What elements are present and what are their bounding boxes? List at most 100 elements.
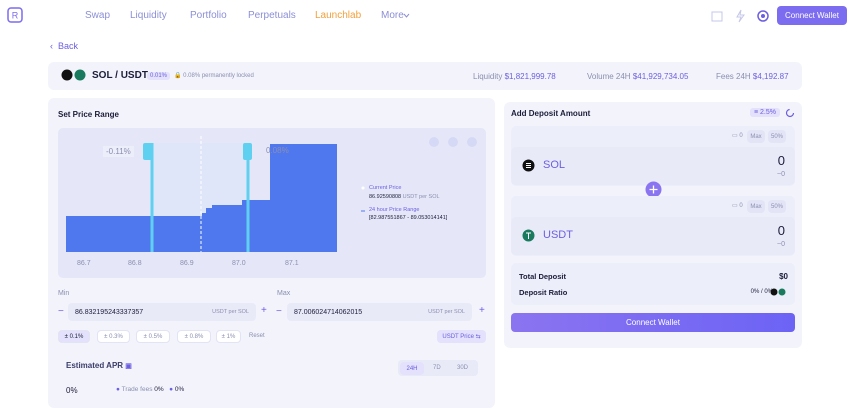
pair: SOL / USDT [92, 70, 148, 81]
token-symbol[interactable]: USDT [543, 229, 573, 241]
ratio-icons [770, 288, 786, 296]
apr-tab[interactable]: 7D [433, 365, 441, 371]
max-button[interactable]: Max [747, 200, 765, 213]
stat: Volume 24H $41,929,734.05 [587, 72, 688, 81]
ratio-label: Deposit Ratio [519, 288, 568, 297]
token-icon [522, 159, 535, 172]
apr-title: Estimated APR ▣ [66, 361, 132, 370]
legend-value: [82.987551867 - 89.053014141] [369, 215, 448, 221]
x-tick: 87.1 [285, 260, 299, 267]
locked: 🔒 0.08% permanently locked [174, 73, 254, 79]
chevron [403, 13, 410, 18]
unit: USDT per SOL [402, 194, 440, 200]
stat-label: Fees 24H [716, 72, 751, 81]
token-input[interactable] [511, 217, 795, 255]
half-button[interactable]: 50% [768, 200, 786, 213]
x-tick: 86.7 [77, 260, 91, 267]
nav-link[interactable]: Portfolio [190, 10, 227, 21]
apr-tab[interactable]: 30D [457, 365, 469, 371]
legend-label: 24 hour Price Range [369, 207, 420, 213]
preset[interactable]: ± 0.8% [177, 330, 211, 343]
price-toggle[interactable]: USDT Price ⇆ [437, 330, 486, 343]
max-label: Max [277, 290, 291, 297]
unit: USDT per SOL [428, 309, 465, 315]
token-symbol[interactable]: SOL [543, 159, 566, 171]
plus[interactable]: + [479, 305, 485, 316]
nav-icons[interactable] [711, 9, 771, 23]
balance-value: 0 [739, 203, 743, 209]
minus[interactable]: − [58, 306, 64, 317]
token-amount[interactable]: 0 [777, 223, 785, 238]
plus[interactable]: + [261, 305, 267, 316]
current-price: 86.92590808 [369, 194, 402, 200]
preset[interactable]: ± 0.3% [97, 330, 130, 343]
fee-value: 0% [154, 386, 164, 393]
connect-button[interactable]: Connect Wallet [777, 6, 847, 25]
apr-breakdown: ● Trade fees 0% ● 0% [116, 386, 185, 393]
logo[interactable]: R [7, 7, 23, 23]
token-icons [61, 69, 86, 81]
stat-label: Volume 24H [587, 72, 631, 81]
low-pct: -0.11% [103, 146, 134, 157]
preset[interactable]: ± 0.5% [136, 330, 170, 343]
nav-link[interactable]: Swap [85, 10, 111, 21]
apr-value: 0% [66, 386, 78, 395]
total-label: Total Deposit [519, 272, 566, 281]
reset[interactable]: Reset [249, 333, 265, 339]
fee-label: Trade fees [121, 386, 153, 393]
apr-tab[interactable]: 24H [400, 362, 424, 375]
max-value[interactable]: 87.006024714062015 [294, 308, 363, 316]
refresh[interactable] [785, 108, 795, 118]
fee-badge: 0.01% [147, 72, 171, 80]
stat: Fees 24H $4,192.87 [716, 72, 789, 81]
slippage-value[interactable]: 2.5% [760, 109, 776, 116]
min-value[interactable]: 86.832195243337357 [75, 308, 144, 316]
preset[interactable]: ± 0.1% [58, 330, 90, 343]
minus[interactable]: − [276, 306, 282, 317]
x-tick: 86.9 [180, 260, 194, 267]
nav-link[interactable]: Liquidity [130, 10, 167, 21]
nav-link[interactable]: Launchlab [315, 10, 362, 21]
stat-label: Liquidity [473, 72, 503, 81]
token-amount[interactable]: 0 [777, 153, 785, 168]
high-pct: 0.08% [266, 146, 289, 155]
half-button[interactable]: 50% [768, 130, 786, 143]
stat-value: $41,929,734.05 [632, 72, 689, 81]
back-text[interactable]: Back [58, 41, 79, 51]
min-label: Min [58, 290, 70, 297]
plus-icon [645, 181, 662, 198]
x-tick: 86.8 [128, 260, 142, 267]
stat-value: $4,192.87 [752, 72, 789, 81]
fee-value: 0% [174, 386, 185, 393]
nav-link[interactable]: Perpetuals [248, 10, 296, 21]
stat-value: $1,821,999.78 [504, 72, 556, 81]
balance-value: 0 [739, 133, 743, 139]
legend-label: Current Price [369, 185, 402, 191]
nav-link[interactable]: More [381, 10, 404, 21]
max-input[interactable]: 87.006024714062015 USDT per SOL [287, 303, 472, 321]
token-icon [522, 229, 535, 242]
locked-text: 0.08% permanently locked [183, 73, 254, 79]
token-usd: ~0 [777, 241, 785, 248]
connect-button[interactable]: Connect Wallet [511, 313, 795, 332]
summary [511, 263, 795, 305]
balance: ▭ 0 [732, 133, 743, 139]
token-input[interactable] [511, 147, 795, 185]
apr-title-text: Estimated APR [66, 361, 124, 370]
range-title: Set Price Range [58, 110, 119, 119]
legend-value: 86.92590808 USDT per SOL [369, 194, 440, 200]
preset[interactable]: ± 1% [216, 330, 241, 343]
max-button[interactable]: Max [747, 130, 765, 143]
min-input[interactable]: 86.832195243337357 USDT per SOL [68, 303, 256, 321]
pool-bar [48, 62, 802, 90]
svg-text:R: R [12, 11, 19, 21]
slippage[interactable]: ≡ 2.5% [750, 108, 780, 117]
liquidity-chart [58, 128, 486, 278]
stat: Liquidity $1,821,999.78 [473, 72, 556, 81]
balance: ▭ 0 [732, 203, 743, 209]
ratio-value: 0% / 0% [750, 289, 773, 295]
unit: USDT per SOL [212, 309, 249, 315]
token-usd: ~0 [777, 171, 785, 178]
x-tick: 87.0 [232, 260, 246, 267]
back-link[interactable]: ‹ Back [50, 41, 79, 51]
